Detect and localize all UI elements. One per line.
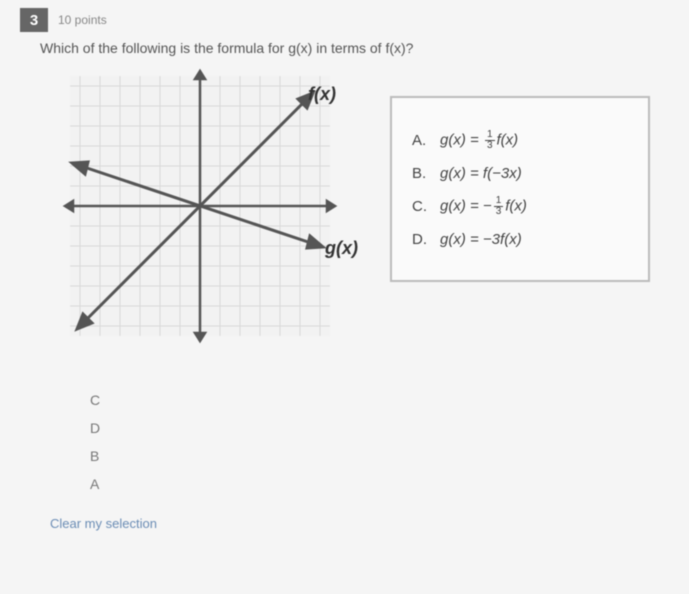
fraction: 13 — [494, 196, 504, 217]
option-b[interactable]: B — [90, 442, 689, 470]
fraction: 13 — [485, 130, 495, 151]
answer-letter: B. — [412, 165, 430, 182]
answer-a: A. g(x) = 13f(x) — [412, 130, 628, 151]
answer-b: B. g(x) = f(−3x) — [412, 165, 628, 182]
question-number: 3 — [30, 12, 38, 29]
question-header: 3 10 points — [0, 0, 689, 36]
clear-selection-link[interactable]: Clear my selection — [0, 498, 689, 531]
frac-den: 3 — [485, 141, 495, 151]
content-row: f(x) g(x) A. g(x) = 13f(x) B. g(x) = f(−… — [0, 66, 689, 356]
graph-container: f(x) g(x) — [60, 66, 360, 356]
f-label: f(x) — [308, 84, 336, 105]
answer-suffix: f(x) — [497, 131, 519, 148]
answer-letter: C. — [412, 198, 430, 215]
option-c[interactable]: C — [90, 386, 689, 414]
answer-letter: D. — [412, 231, 430, 248]
graph-svg — [60, 66, 360, 356]
answer-math: g(x) = −13f(x) — [440, 196, 527, 217]
g-label: g(x) — [325, 238, 358, 259]
answer-c: C. g(x) = −13f(x) — [412, 196, 628, 217]
answer-math: g(x) = 13f(x) — [440, 130, 518, 151]
answer-prefix: g(x) = − — [440, 197, 492, 214]
answer-suffix: f(x) — [505, 197, 527, 214]
answer-math: g(x) = −3f(x) — [440, 231, 522, 248]
points-label: 10 points — [58, 13, 107, 27]
question-text: Which of the following is the formula fo… — [0, 36, 689, 66]
frac-den: 3 — [494, 207, 504, 217]
options-list: C D B A — [0, 356, 689, 498]
option-d[interactable]: D — [90, 414, 689, 442]
answer-d: D. g(x) = −3f(x) — [412, 231, 628, 248]
option-a[interactable]: A — [90, 470, 689, 498]
question-number-box: 3 — [20, 8, 48, 32]
answer-math: g(x) = f(−3x) — [440, 165, 522, 182]
answer-letter: A. — [412, 132, 430, 149]
answer-prefix: g(x) = — [440, 131, 483, 148]
answers-box: A. g(x) = 13f(x) B. g(x) = f(−3x) C. g(x… — [390, 96, 650, 282]
